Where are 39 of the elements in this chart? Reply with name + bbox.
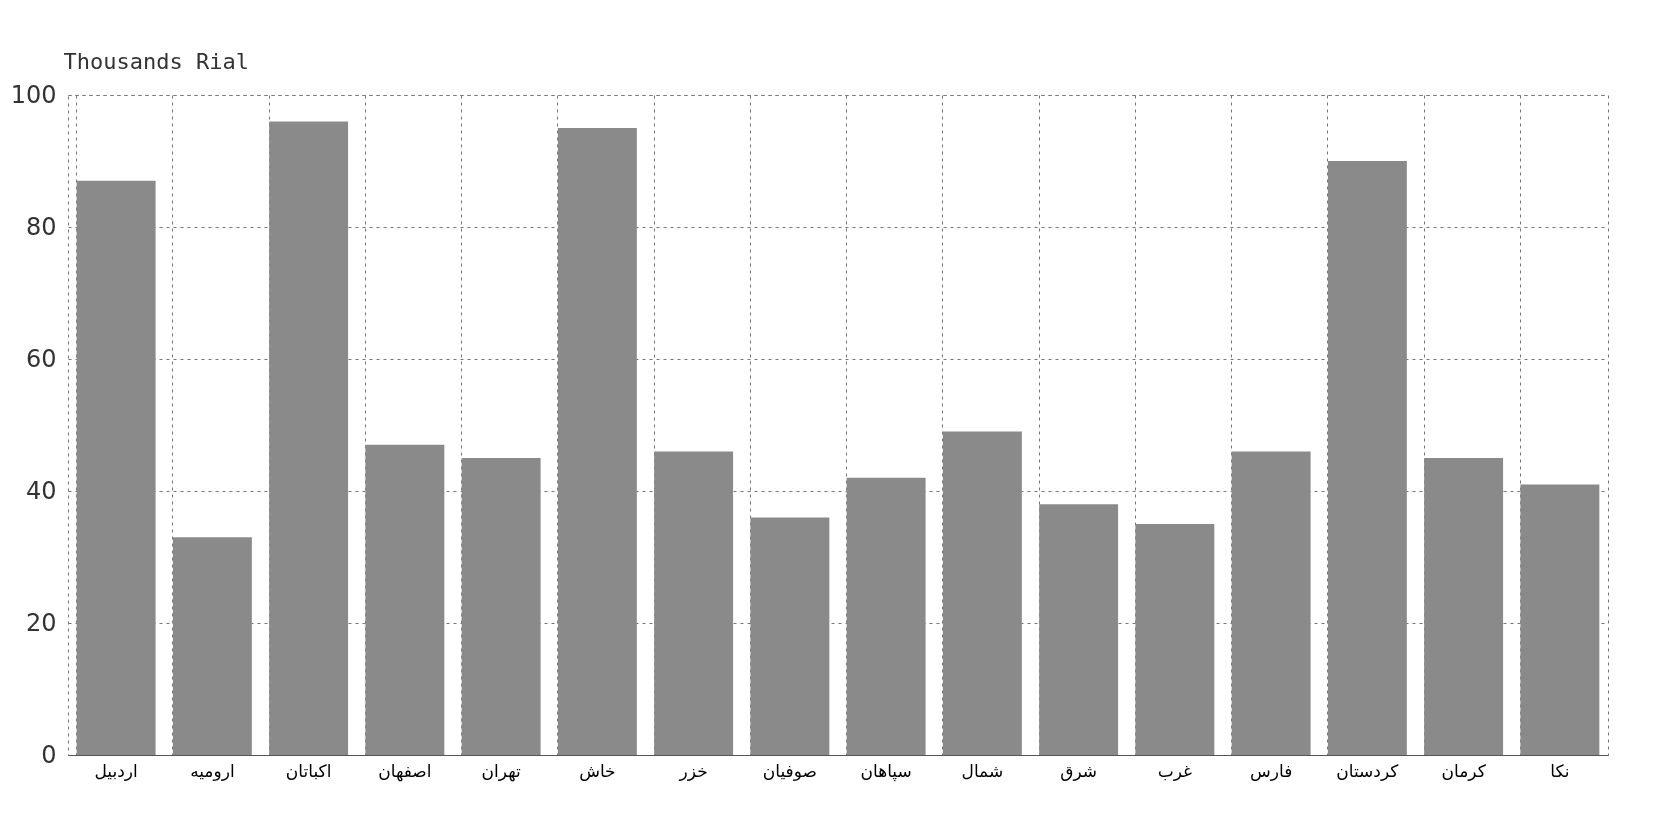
y-tick-label: 40 [25, 476, 57, 505]
bar [1424, 458, 1504, 755]
bar [750, 517, 830, 755]
x-tick-label: شرق [1060, 760, 1098, 781]
y-tick-label: 80 [25, 212, 57, 241]
x-tick-label: اردبیل [94, 760, 138, 781]
x-tick-label: نکا [1550, 760, 1570, 781]
x-tick-label: شمال [961, 760, 1004, 781]
x-tick-label: سپاهان [860, 760, 912, 782]
bar [365, 444, 445, 755]
x-tick-label: تهران [481, 760, 521, 782]
bar [269, 121, 349, 755]
bar [846, 477, 926, 755]
bar [1231, 451, 1311, 755]
bar [942, 431, 1022, 755]
x-tick-label: کردستان [1336, 760, 1400, 781]
y-tick-label: 20 [25, 608, 57, 637]
bar [1135, 524, 1215, 755]
x-tick-label: غرب [1157, 760, 1193, 781]
y-tick-label: 60 [25, 344, 57, 373]
bar [1039, 504, 1119, 755]
bar [172, 537, 252, 755]
bar [654, 451, 734, 755]
x-tick-label: اکباتان [285, 760, 332, 781]
x-tick-label: صوفیان [762, 760, 817, 781]
y-axis-title: Thousands Rial [63, 48, 249, 74]
x-tick-label: خزر [678, 760, 708, 781]
x-tick-label: فارس [1249, 760, 1293, 781]
x-tick-label: خاش [579, 760, 616, 781]
bar [1520, 484, 1600, 755]
bar [557, 128, 637, 755]
bar [461, 458, 541, 755]
bar [76, 180, 156, 755]
x-tick-label: ارومیه [190, 760, 235, 781]
x-tick-label: اصفهان [378, 760, 432, 782]
y-tick-label: 100 [10, 80, 57, 109]
y-tick-label: 0 [41, 740, 57, 769]
bar [1327, 161, 1407, 755]
x-tick-label: کرمان [1441, 760, 1487, 781]
